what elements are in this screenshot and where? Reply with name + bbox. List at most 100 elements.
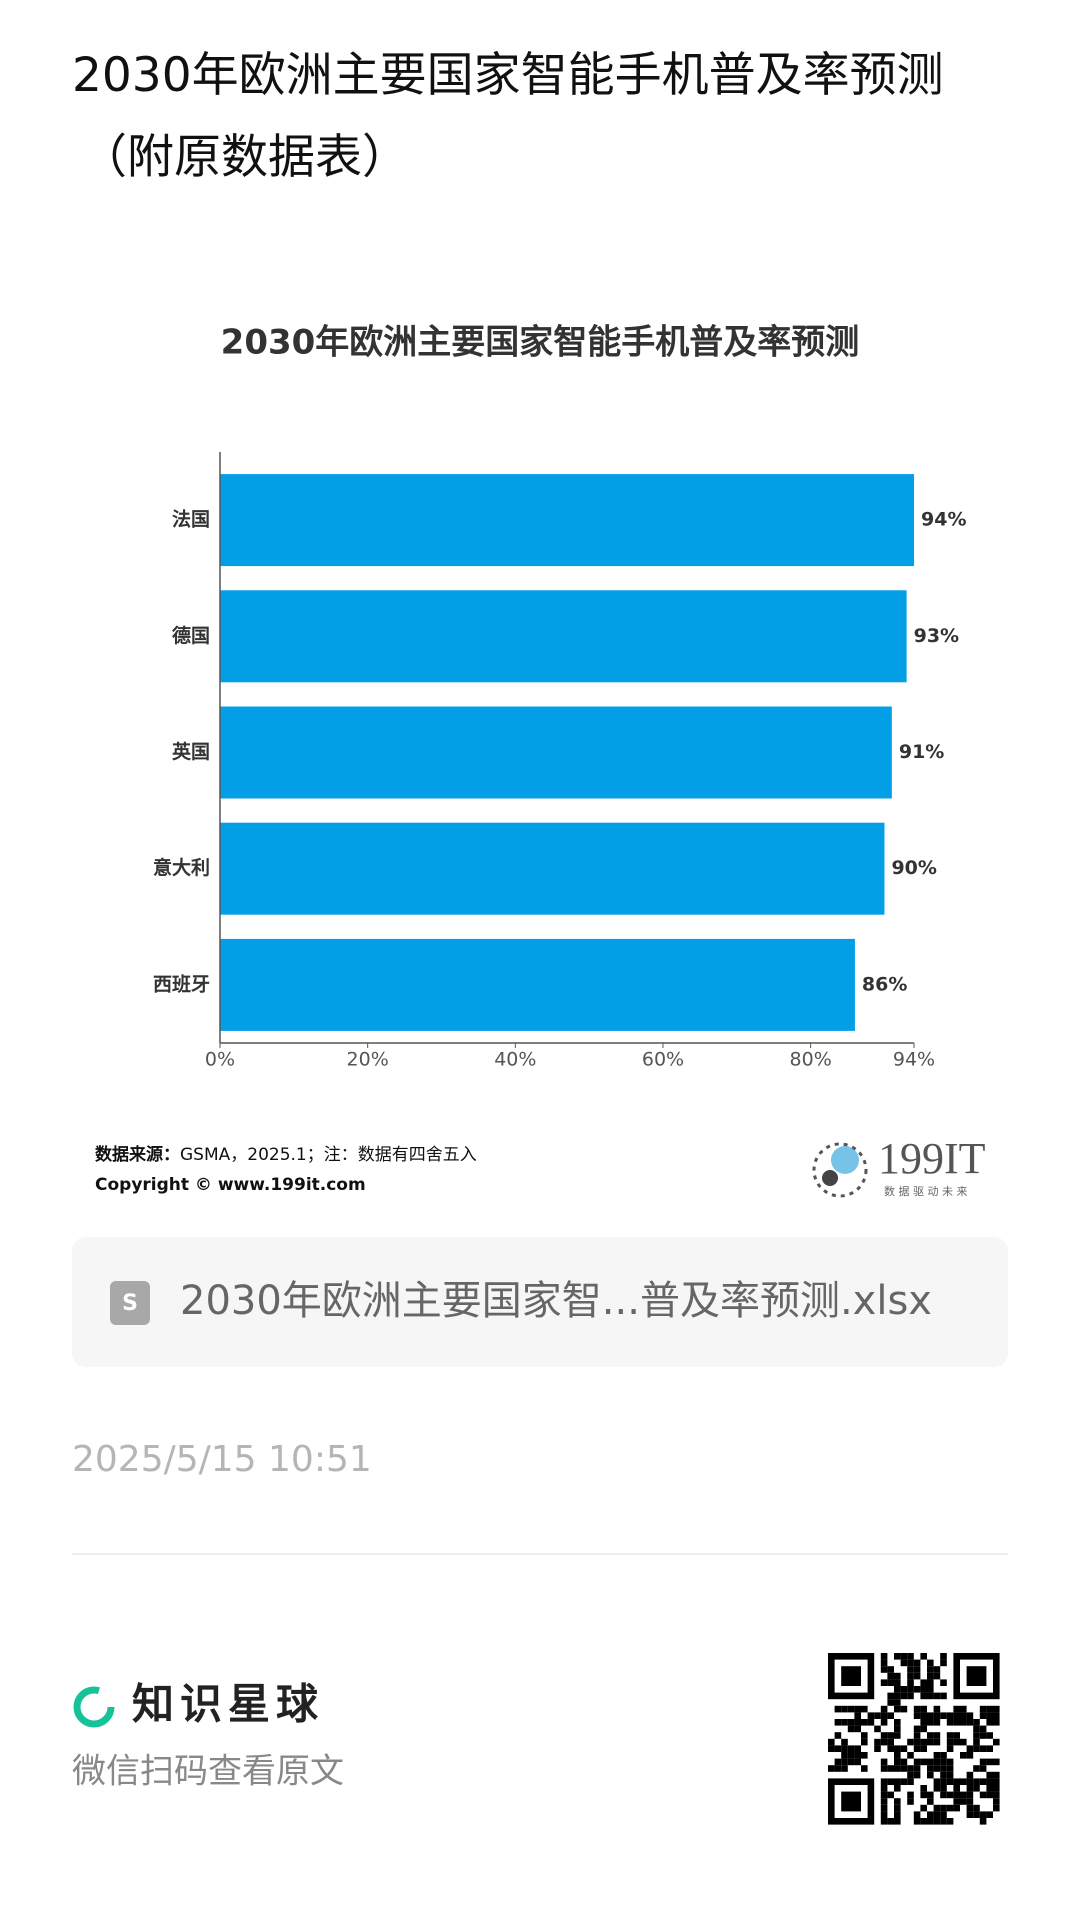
qr-module [940, 1818, 947, 1825]
qr-module [894, 1752, 901, 1759]
qr-module [907, 1778, 914, 1785]
qr-module [880, 1738, 888, 1746]
bar [220, 822, 885, 915]
logo-slogan: 数 据 驱 动 未 来 [884, 1184, 967, 1198]
qr-module [940, 1765, 947, 1772]
qr-module [927, 1679, 934, 1686]
qr-module [933, 1738, 941, 1746]
qr-module [986, 1778, 993, 1785]
qr-module [973, 1732, 980, 1739]
qr-module [907, 1765, 914, 1772]
qr-module [973, 1719, 980, 1726]
qr-module [894, 1699, 901, 1706]
qr-module [933, 1765, 941, 1772]
qr-module [953, 1719, 960, 1726]
qr-module [920, 1758, 927, 1766]
qr-module [847, 1705, 855, 1713]
qr-module [993, 1712, 1000, 1719]
source-label: 数据来源： [95, 1144, 180, 1165]
qr-module [986, 1732, 993, 1739]
qr-module [920, 1791, 927, 1799]
qr-module [946, 1758, 954, 1766]
qr-module [894, 1692, 901, 1700]
qr-module [986, 1811, 993, 1818]
file-icon-glyph: S [122, 1291, 138, 1316]
file-card[interactable] [72, 1237, 1008, 1367]
qr-module [940, 1758, 947, 1766]
qr-module [887, 1672, 894, 1680]
qr-module [946, 1818, 954, 1825]
qr-module [828, 1765, 835, 1772]
source-text: GSMA，2025.1；注：数据有四舍五入 [180, 1145, 477, 1165]
qr-code [827, 1653, 1000, 1825]
qr-module [927, 1719, 934, 1726]
qr-module [933, 1712, 941, 1719]
qr-module [887, 1712, 894, 1719]
qr-module [894, 1758, 901, 1766]
qr-module [847, 1719, 855, 1726]
qr-module [887, 1765, 894, 1772]
qr-module [979, 1725, 987, 1733]
qr-module [966, 1778, 974, 1785]
qr-module [920, 1738, 927, 1746]
qr-module [907, 1686, 914, 1693]
qr-module [913, 1765, 921, 1772]
qr-module [953, 1732, 960, 1739]
qr-module [927, 1712, 934, 1719]
qr-finder [827, 1778, 875, 1825]
qr-module [907, 1653, 914, 1660]
qr-module [986, 1745, 993, 1752]
y-tick-label: 法国 [172, 508, 210, 531]
qr-module [927, 1738, 934, 1746]
qr-module [986, 1785, 993, 1792]
qr-module [854, 1745, 861, 1752]
qr-module [966, 1811, 974, 1818]
qr-module [887, 1745, 894, 1752]
qr-module [861, 1705, 868, 1713]
qr-module [946, 1765, 954, 1772]
qr-module [940, 1679, 947, 1686]
qr-module [894, 1672, 901, 1680]
qr-module [854, 1752, 861, 1759]
qr-module [920, 1705, 927, 1713]
qr-module [973, 1745, 980, 1752]
qr-module [940, 1712, 947, 1719]
qr-module [953, 1785, 960, 1792]
qr-module [973, 1811, 980, 1818]
qr-module [986, 1791, 993, 1799]
qr-module [913, 1666, 921, 1673]
qr-module [933, 1804, 941, 1812]
qr-module [973, 1725, 980, 1733]
qr-module [894, 1705, 901, 1713]
qr-module [993, 1785, 1000, 1792]
qr-module [946, 1804, 954, 1812]
qr-module [894, 1765, 901, 1772]
qr-module [907, 1672, 914, 1680]
qr-module [834, 1732, 842, 1739]
qr-module [861, 1738, 868, 1746]
qr-module [841, 1758, 848, 1766]
qr-module [979, 1745, 987, 1752]
qr-module [894, 1818, 901, 1825]
qr-module [854, 1705, 861, 1713]
page-title: 2030年欧洲主要国家智能手机普及率预测（附原数据表） [72, 48, 944, 185]
qr-module [927, 1758, 934, 1766]
qr-module [913, 1758, 921, 1766]
qr-module [854, 1758, 861, 1766]
qr-module [867, 1712, 875, 1719]
qr-module [894, 1798, 901, 1805]
qr-module [828, 1745, 835, 1752]
qr-module [913, 1686, 921, 1693]
qr-module [887, 1692, 894, 1700]
qr-module [847, 1758, 855, 1766]
bar [220, 590, 907, 683]
qr-module [913, 1818, 921, 1825]
qr-module [993, 1758, 1000, 1766]
qr-module [900, 1653, 908, 1660]
value-label: 91% [899, 741, 944, 763]
qr-module [907, 1692, 914, 1700]
qr-module [847, 1752, 855, 1759]
qr-module [993, 1804, 1000, 1812]
qr-module [874, 1712, 881, 1719]
